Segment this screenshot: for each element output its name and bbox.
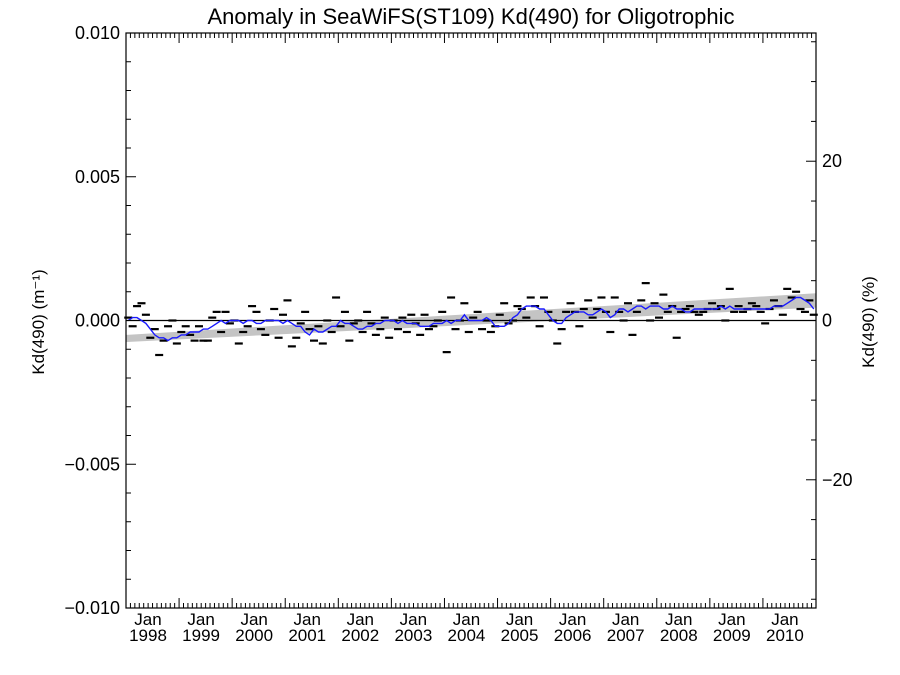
- x-tick-label-month: Jan: [453, 610, 480, 629]
- x-tick-label-month: Jan: [187, 610, 214, 629]
- x-tick-label-month: Jan: [294, 610, 321, 629]
- axes-layer: 0.0100.0050.000−0.005−0.010200−20Jan1998…: [64, 23, 852, 645]
- y-tick-label-left: −0.010: [64, 598, 120, 618]
- x-tick-label-month: Jan: [347, 610, 374, 629]
- x-tick-label-year: 2000: [235, 626, 273, 645]
- x-tick-label-month: Jan: [506, 610, 533, 629]
- y-tick-label-right: 0: [822, 311, 832, 331]
- x-tick-label-month: Jan: [240, 610, 267, 629]
- x-tick-label-year: 2004: [448, 626, 486, 645]
- x-tick-label-year: 2005: [501, 626, 539, 645]
- x-tick-label-month: Jan: [665, 610, 692, 629]
- y-tick-label-right: 20: [822, 151, 842, 171]
- x-tick-label-month: Jan: [612, 610, 639, 629]
- x-tick-label-year: 2007: [607, 626, 645, 645]
- chart-title: Anomaly in SeaWiFS(ST109) Kd(490) for Ol…: [208, 4, 735, 29]
- y-tick-label-right: −20: [822, 470, 853, 490]
- x-tick-label-year: 2010: [766, 626, 804, 645]
- x-tick-label-year: 1998: [129, 626, 167, 645]
- x-tick-label-month: Jan: [559, 610, 586, 629]
- x-tick-label-year: 2006: [554, 626, 592, 645]
- y-tick-label-left: 0.005: [75, 167, 120, 187]
- running-mean-layer: [127, 296, 815, 342]
- x-tick-label-year: 2008: [660, 626, 698, 645]
- x-tick-label-year: 2002: [341, 626, 379, 645]
- y-tick-label-left: −0.005: [64, 454, 120, 474]
- x-tick-label-month: Jan: [400, 610, 427, 629]
- y-tick-label-left: 0.010: [75, 23, 120, 43]
- x-tick-label-month: Jan: [718, 610, 745, 629]
- anomaly-dash-layer: [124, 282, 818, 357]
- y-tick-label-left: 0.000: [75, 311, 120, 331]
- x-tick-label-year: 1999: [182, 626, 220, 645]
- x-tick-label-year: 2009: [713, 626, 751, 645]
- x-tick-label-month: Jan: [771, 610, 798, 629]
- y-axis-label-right: Kd(490) (%): [859, 276, 878, 368]
- y-axis-label-left: Kd(490) (m⁻¹): [29, 269, 48, 374]
- running-mean-line: [127, 296, 815, 342]
- x-tick-label-year: 2001: [288, 626, 326, 645]
- x-tick-label-year: 2003: [394, 626, 432, 645]
- x-tick-label-month: Jan: [134, 610, 161, 629]
